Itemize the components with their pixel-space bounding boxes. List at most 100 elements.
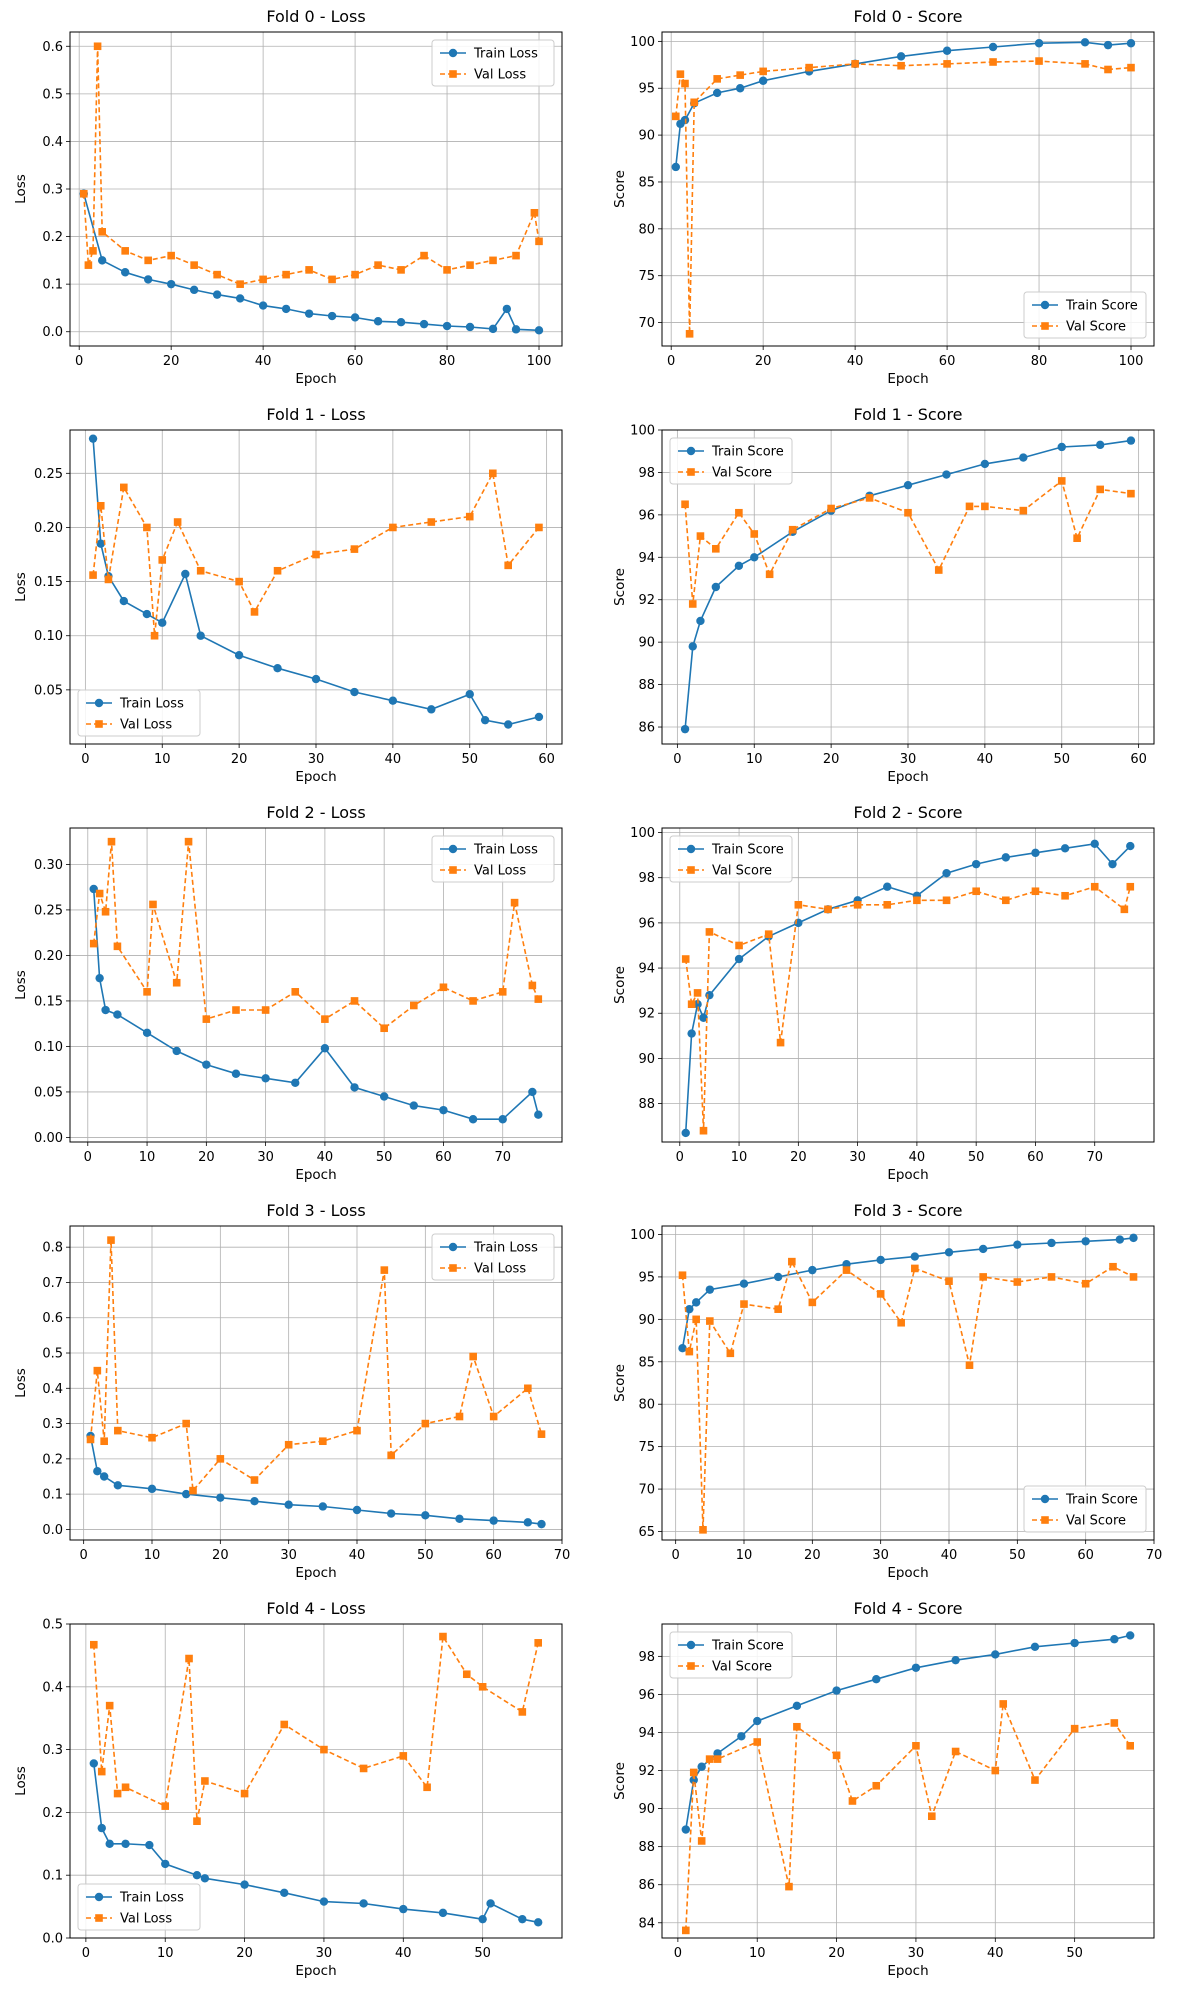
- legend-marker: [448, 844, 458, 854]
- data-point: [79, 189, 88, 198]
- data-point: [691, 1298, 701, 1307]
- data-point: [261, 1006, 270, 1014]
- data-point: [97, 1767, 106, 1776]
- x-tick-label: 0: [81, 752, 89, 767]
- legend-label: Val Loss: [120, 718, 172, 733]
- data-point: [121, 1839, 130, 1849]
- y-tick-label: 85: [638, 1355, 655, 1370]
- legend-label: Train Score: [711, 843, 784, 858]
- data-point: [232, 1006, 240, 1014]
- legend-marker: [94, 1892, 104, 1902]
- data-point: [465, 512, 474, 521]
- data-point: [872, 1674, 881, 1684]
- y-tick-label: 0.25: [34, 903, 63, 918]
- y-tick-label: 0.6: [42, 40, 63, 55]
- y-axis-label: Loss: [13, 174, 29, 204]
- data-point: [971, 859, 981, 869]
- data-point: [991, 1650, 1000, 1659]
- y-tick-label: 94: [638, 1726, 655, 1741]
- y-tick-label: 0.25: [34, 467, 63, 482]
- data-point: [750, 553, 759, 562]
- data-point: [928, 1812, 936, 1821]
- x-tick-label: 60: [485, 1548, 502, 1563]
- y-axis-label: Score: [612, 170, 628, 208]
- data-point: [350, 687, 359, 697]
- y-axis-label: Loss: [13, 970, 29, 1000]
- data-point: [202, 1015, 211, 1023]
- x-tick-label: 30: [849, 1150, 866, 1165]
- x-tick-label: 20: [790, 1150, 807, 1165]
- data-point: [988, 42, 998, 52]
- data-point: [144, 256, 152, 265]
- series-train: [671, 38, 1136, 172]
- data-point: [1081, 1237, 1090, 1246]
- legend: Train Score Val Score: [1023, 1485, 1147, 1533]
- y-tick-label: 84: [638, 1916, 655, 1931]
- legend-marker: [95, 720, 103, 728]
- data-point: [350, 1083, 359, 1092]
- x-tick-label: 60: [538, 752, 555, 767]
- data-point: [93, 1467, 102, 1476]
- data-point: [113, 1481, 123, 1490]
- data-point: [1070, 1724, 1079, 1733]
- chart-title: Fold 4 - Loss: [266, 1599, 365, 1618]
- data-point: [705, 990, 714, 1000]
- x-tick-label: 50: [417, 1548, 434, 1563]
- data-point: [685, 1347, 694, 1356]
- x-tick-label: 0: [80, 1548, 88, 1563]
- data-point: [942, 46, 952, 55]
- data-point: [740, 1300, 748, 1308]
- plot-frame: [69, 429, 563, 745]
- legend: Train Score Val Score: [669, 1631, 793, 1679]
- data-point: [688, 600, 697, 608]
- y-tick-label: 0.30: [34, 858, 63, 873]
- data-point: [712, 88, 722, 98]
- data-point: [202, 1060, 211, 1069]
- chart-panel: 0 10 20 30 40 50 60 70 88 90 92 94 96 98 100 Fold 2 - S…: [612, 803, 1155, 1183]
- data-point: [93, 1366, 102, 1375]
- data-point: [419, 319, 429, 329]
- legend-label: Train Score: [1065, 1493, 1138, 1508]
- data-point: [181, 569, 190, 579]
- data-point: [235, 577, 243, 586]
- x-axis-label: Epoch: [887, 1167, 928, 1183]
- data-point: [883, 901, 892, 909]
- series-line: [92, 438, 540, 726]
- series-line: [684, 439, 1132, 730]
- x-tick-label: 40: [977, 752, 994, 767]
- data-point: [1057, 477, 1066, 485]
- data-point: [319, 1437, 327, 1446]
- data-point: [530, 208, 539, 217]
- legend-box: [1023, 291, 1147, 339]
- data-point: [1110, 1719, 1119, 1727]
- x-tick-label: 0: [676, 1150, 684, 1165]
- data-point: [114, 1426, 122, 1435]
- data-point: [1031, 1776, 1039, 1784]
- data-point: [455, 1412, 464, 1421]
- x-tick-label: 20: [804, 1548, 821, 1563]
- data-point: [699, 1526, 707, 1534]
- data-point: [808, 1298, 817, 1307]
- x-tick-label: 60: [435, 1150, 452, 1165]
- chart-panel: 0 10 20 30 40 50 0.0 0.1 0.2 0.3 0.4 0.5 Fold 4 - Lo…: [13, 1599, 563, 1979]
- data-point: [350, 997, 359, 1005]
- y-tick-label: 0.00: [34, 1131, 63, 1146]
- data-point: [535, 237, 543, 246]
- data-point: [161, 1802, 170, 1810]
- legend-box: [669, 1631, 793, 1679]
- legend-label: Train Score: [1065, 299, 1138, 314]
- y-tick-label: 90: [638, 636, 655, 651]
- data-point: [1061, 891, 1069, 900]
- data-point: [480, 715, 490, 725]
- data-point: [758, 76, 768, 85]
- series-line: [83, 193, 540, 332]
- legend-box: [77, 689, 201, 737]
- data-point: [848, 1797, 857, 1805]
- x-tick-label: 0: [674, 1946, 682, 1961]
- y-tick-label: 70: [638, 316, 655, 331]
- data-point: [359, 1899, 368, 1908]
- legend-label: Val Score: [712, 1660, 772, 1675]
- data-point: [685, 1304, 694, 1314]
- data-point: [119, 596, 129, 606]
